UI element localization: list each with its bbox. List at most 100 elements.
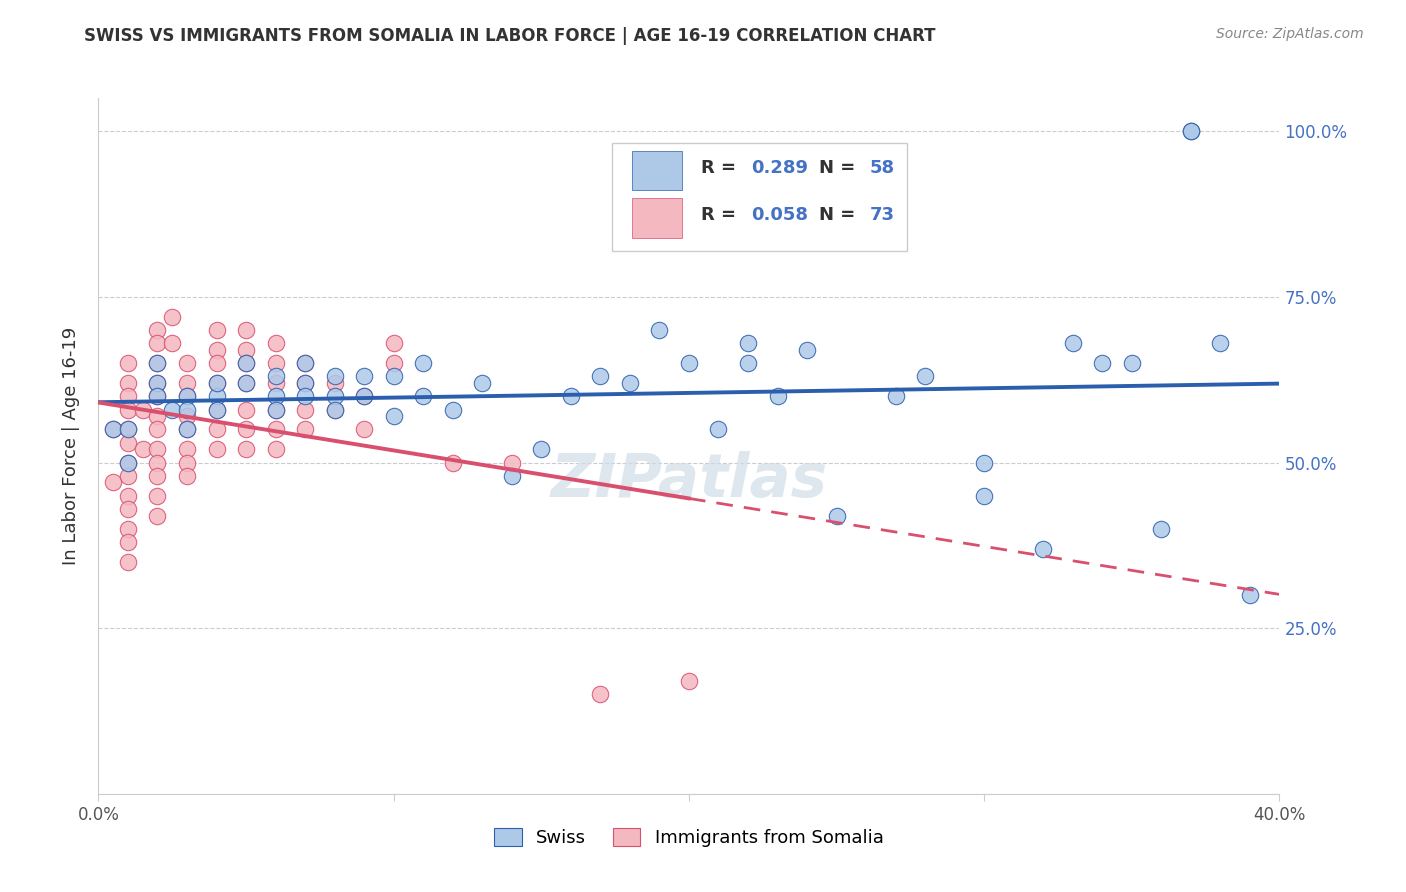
Point — [1121, 356, 1143, 370]
Point — [796, 343, 818, 357]
Point — [323, 402, 346, 417]
Point — [146, 356, 169, 370]
Point — [264, 336, 287, 351]
Point — [353, 389, 375, 403]
Point — [678, 674, 700, 689]
Point — [117, 422, 139, 436]
FancyBboxPatch shape — [612, 144, 907, 252]
Point — [146, 376, 169, 390]
Text: ZIPatlas: ZIPatlas — [550, 451, 828, 510]
Point — [176, 409, 198, 424]
Point — [176, 468, 198, 483]
Point — [176, 422, 198, 436]
Point — [382, 369, 405, 384]
Point — [146, 409, 169, 424]
Point — [235, 376, 257, 390]
Point — [471, 376, 494, 390]
Point — [117, 489, 139, 503]
Text: 73: 73 — [870, 206, 894, 225]
Point — [264, 442, 287, 457]
Point — [103, 422, 125, 436]
Point — [146, 489, 169, 503]
Point — [382, 336, 405, 351]
Point — [1062, 336, 1084, 351]
Point — [117, 389, 139, 403]
Point — [235, 356, 257, 370]
Point — [176, 456, 198, 470]
Point — [678, 356, 700, 370]
Point — [737, 336, 759, 351]
Point — [1209, 336, 1232, 351]
Point — [146, 389, 169, 403]
Point — [205, 376, 228, 390]
Point — [117, 402, 139, 417]
Point — [648, 323, 671, 337]
Point — [264, 402, 287, 417]
Point — [132, 402, 155, 417]
Point — [117, 456, 139, 470]
Point — [294, 422, 316, 436]
Point — [973, 456, 995, 470]
Point — [1239, 588, 1261, 602]
Point — [1150, 522, 1173, 536]
Point — [294, 356, 316, 370]
Point — [707, 422, 730, 436]
Point — [973, 489, 995, 503]
Point — [117, 422, 139, 436]
Point — [294, 376, 316, 390]
Point — [117, 456, 139, 470]
Text: SWISS VS IMMIGRANTS FROM SOMALIA IN LABOR FORCE | AGE 16-19 CORRELATION CHART: SWISS VS IMMIGRANTS FROM SOMALIA IN LABO… — [84, 27, 936, 45]
Text: 0.058: 0.058 — [752, 206, 808, 225]
Point — [205, 376, 228, 390]
Point — [176, 402, 198, 417]
Point — [323, 376, 346, 390]
Point — [353, 389, 375, 403]
Point — [146, 508, 169, 523]
Text: R =: R = — [700, 159, 735, 177]
Point — [205, 343, 228, 357]
Point — [294, 376, 316, 390]
Point — [176, 376, 198, 390]
Point — [884, 389, 907, 403]
Point — [441, 456, 464, 470]
Point — [117, 435, 139, 450]
Point — [323, 389, 346, 403]
Point — [205, 323, 228, 337]
Point — [205, 402, 228, 417]
Point — [589, 369, 612, 384]
Legend: Swiss, Immigrants from Somalia: Swiss, Immigrants from Somalia — [488, 821, 890, 855]
Point — [294, 389, 316, 403]
Point — [146, 389, 169, 403]
Point — [589, 688, 612, 702]
Point — [323, 369, 346, 384]
Point — [235, 356, 257, 370]
Point — [1032, 541, 1054, 556]
Point — [176, 389, 198, 403]
Point — [501, 456, 523, 470]
Point — [1180, 124, 1202, 138]
Point — [117, 522, 139, 536]
Point — [235, 442, 257, 457]
Point — [353, 422, 375, 436]
Point — [117, 468, 139, 483]
Point — [176, 356, 198, 370]
Point — [619, 376, 641, 390]
Point — [264, 389, 287, 403]
Point — [235, 376, 257, 390]
Point — [146, 456, 169, 470]
FancyBboxPatch shape — [633, 151, 682, 190]
Text: R =: R = — [700, 206, 735, 225]
Point — [162, 336, 183, 351]
Point — [176, 422, 198, 436]
Text: N =: N = — [818, 159, 855, 177]
Point — [412, 356, 434, 370]
Point — [294, 356, 316, 370]
Point — [117, 356, 139, 370]
Point — [132, 442, 155, 457]
Point — [264, 402, 287, 417]
Point — [914, 369, 936, 384]
Point — [353, 369, 375, 384]
Point — [264, 422, 287, 436]
Point — [382, 409, 405, 424]
Point — [162, 402, 183, 417]
